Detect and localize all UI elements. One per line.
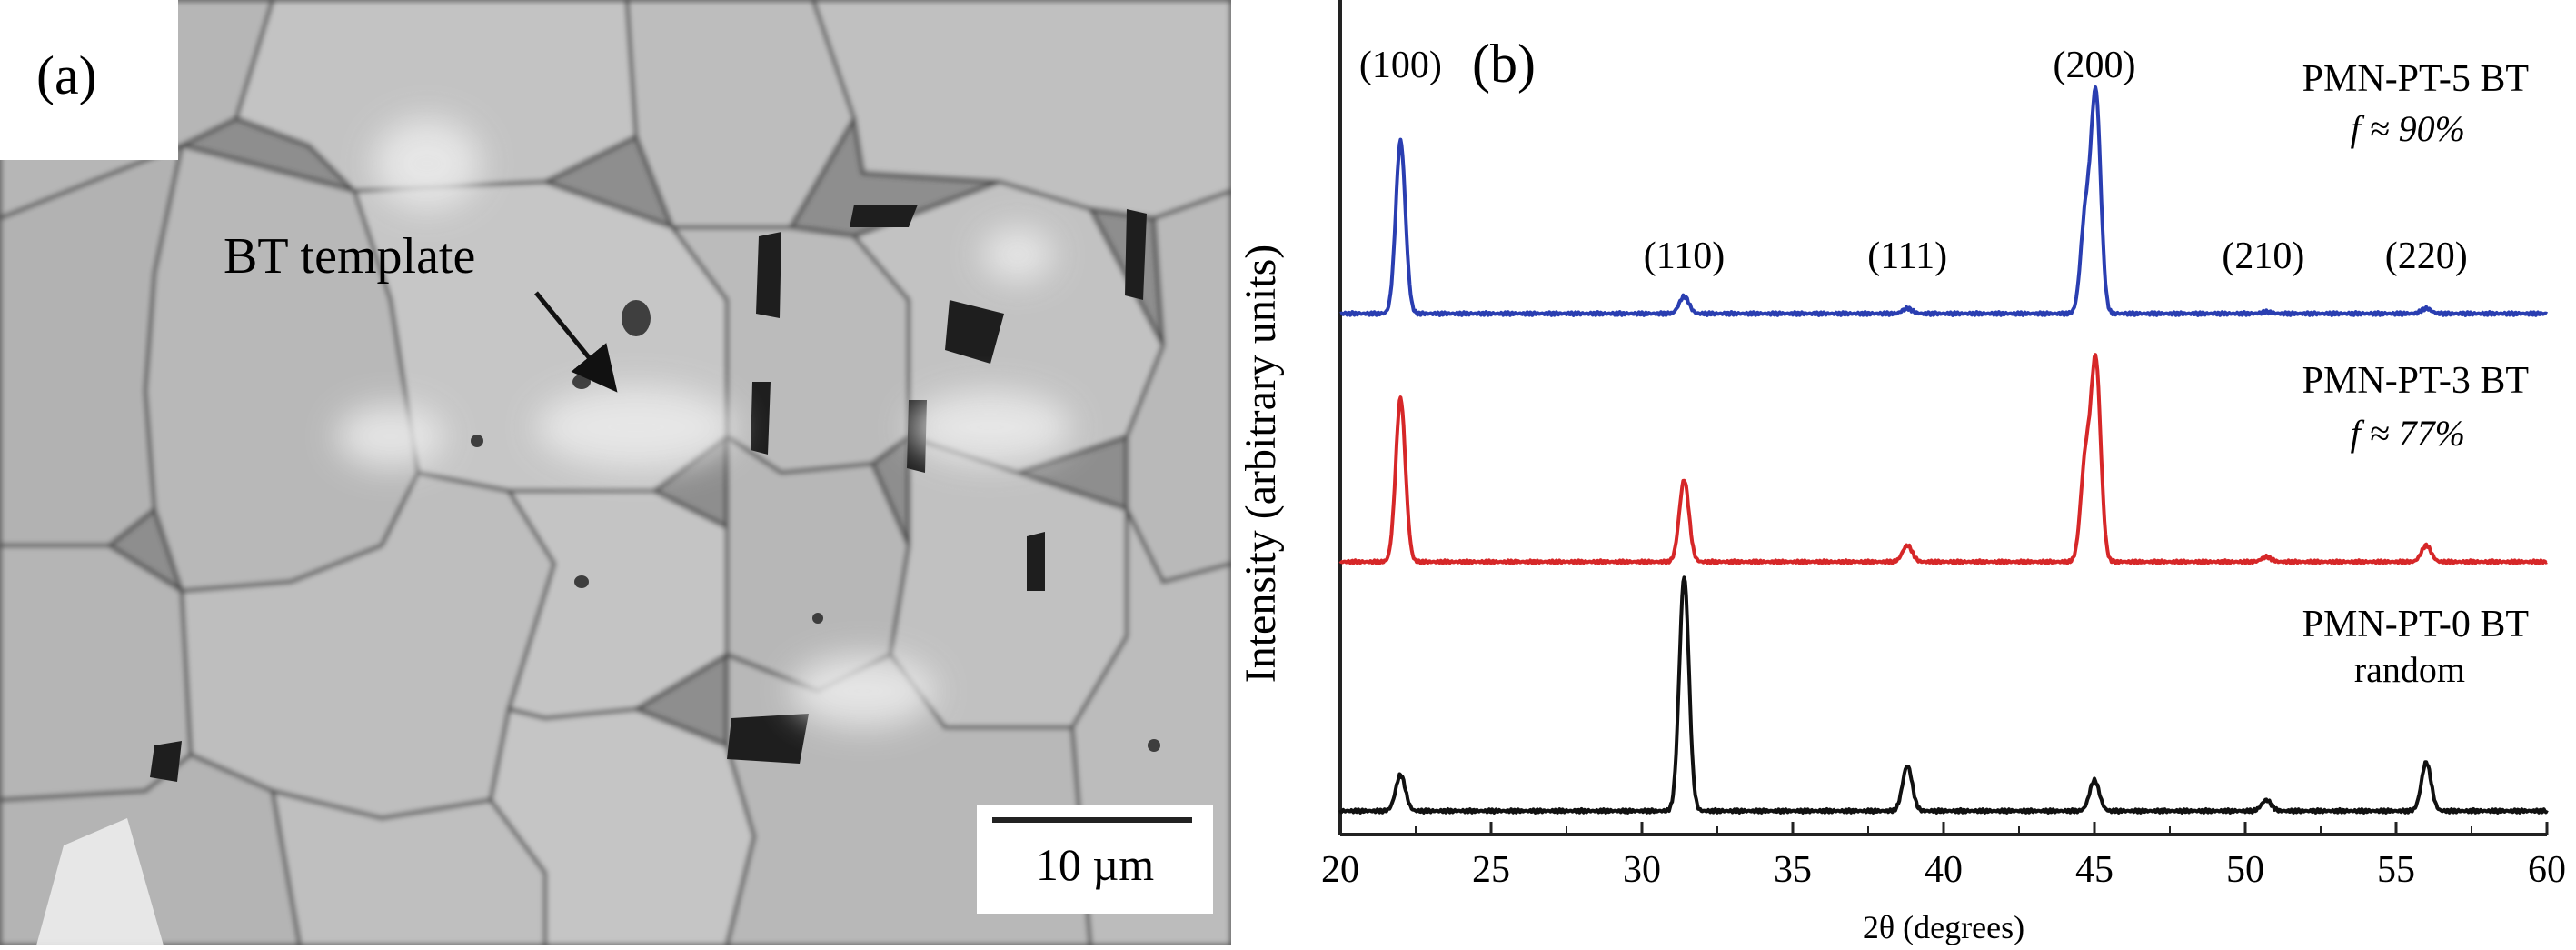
y-axis-label: Intensity (arbitrary units) bbox=[1237, 245, 1285, 684]
x-tick-label: 55 bbox=[2377, 849, 2415, 891]
x-ticks bbox=[1338, 822, 2549, 835]
series-label-pmn-pt-5-bt: PMN-PT-5 BT bbox=[2302, 58, 2529, 100]
series-label-pmn-pt-3-bt: PMN-PT-3 BT bbox=[2302, 360, 2529, 402]
peak-label: (200) bbox=[2054, 45, 2136, 86]
x-tick-label: 25 bbox=[1472, 849, 1510, 891]
series-line-pmn-pt-0-bt bbox=[1338, 575, 2549, 815]
panel-b-label: (b) bbox=[1472, 34, 1536, 94]
peak-label: (220) bbox=[2385, 235, 2468, 277]
x-tick-label: 35 bbox=[1774, 849, 1812, 891]
xrd-chart-panel: (b) Intensity (arbitrary units) 2θ (degr… bbox=[1231, 0, 2576, 945]
x-axis-label: 2θ (degrees) bbox=[1863, 909, 2024, 945]
diffraction-curves bbox=[1338, 85, 2549, 815]
xrd-chart: (b) Intensity (arbitrary units) 2θ (degr… bbox=[1237, 0, 2566, 945]
series-note-pmn-pt-5-bt: f ≈ 90% bbox=[2351, 108, 2465, 149]
series-line-pmn-pt-5-bt bbox=[1339, 85, 2549, 317]
x-tick-labels: 20 25 30 35 40 45 50 55 60 bbox=[1321, 849, 2566, 891]
micrograph-image: (a) BT template 10 µm bbox=[0, 0, 1233, 947]
x-tick-label: 20 bbox=[1321, 849, 1359, 891]
series-label-pmn-pt-0-bt: PMN-PT-0 BT bbox=[2302, 604, 2529, 645]
peak-label: (111) bbox=[1867, 235, 1947, 277]
panel-a-label: (a) bbox=[36, 45, 97, 105]
x-tick-label: 60 bbox=[2528, 849, 2566, 891]
x-tick-label: 30 bbox=[1623, 849, 1661, 891]
series-note-pmn-pt-0-bt: random bbox=[2354, 649, 2465, 690]
series-labels: PMN-PT-5 BT f ≈ 90% PMN-PT-3 BT f ≈ 77% … bbox=[2302, 58, 2529, 690]
series-note-pmn-pt-3-bt: f ≈ 77% bbox=[2351, 413, 2465, 454]
scale-bar-label: 10 µm bbox=[1036, 839, 1154, 890]
annotation-arrow bbox=[534, 291, 618, 393]
series-line-pmn-pt-3-bt bbox=[1338, 353, 2548, 565]
peak-label: (100) bbox=[1359, 45, 1442, 86]
x-tick-label: 50 bbox=[2226, 849, 2264, 891]
peak-label: (110) bbox=[1644, 235, 1725, 277]
peak-label: (210) bbox=[2222, 235, 2304, 277]
bt-template-annotation: BT template bbox=[224, 228, 475, 285]
peak-labels: (100) (110) (111) (200) (210) (220) bbox=[1359, 45, 2468, 277]
x-tick-label: 40 bbox=[1925, 849, 1963, 891]
x-tick-label: 45 bbox=[2075, 849, 2114, 891]
label-box bbox=[0, 0, 178, 160]
micrograph-panel: (a) BT template 10 µm bbox=[0, 0, 1233, 947]
